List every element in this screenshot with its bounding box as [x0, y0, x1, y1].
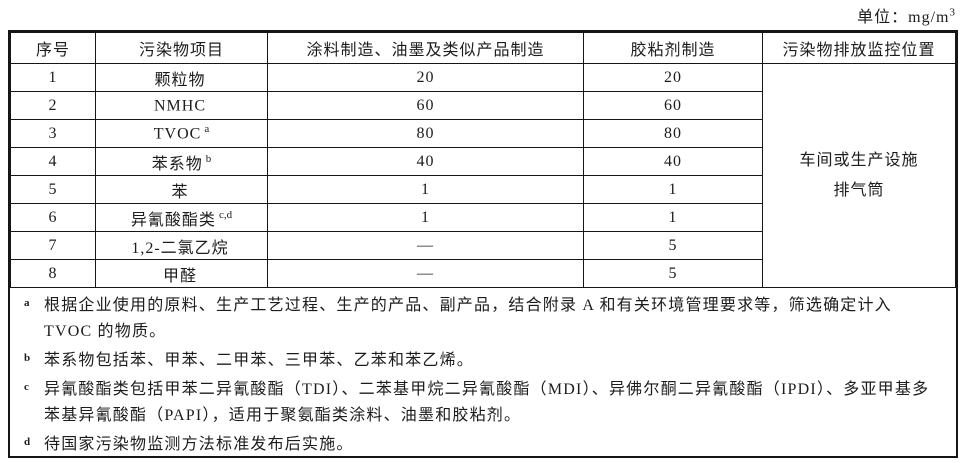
pollutant-label: 异氰酸酯类: [130, 211, 216, 229]
row-number: 6: [10, 203, 96, 232]
footnote-marker: a: [24, 297, 30, 309]
row-number: 8: [10, 259, 96, 288]
table-row: 1 颗粒物 20 20 车间或生产设施 排气筒: [10, 63, 956, 288]
footnote-marker: d: [24, 436, 31, 448]
pollutant-footnote-ref: c,d: [218, 209, 233, 222]
adhesive-limit: 80: [583, 119, 763, 148]
footnote-d: d 待国家污染物监测方法标准发布后实施。: [22, 432, 944, 458]
footnote-marker: c: [24, 381, 29, 393]
coating-limit: —: [267, 259, 584, 288]
coating-limit: 60: [267, 91, 584, 120]
footnote-a: a 根据企业使用的原料、生产工艺过程、生产的产品、副产品，结合附录 A 和有关环…: [22, 293, 944, 345]
coating-limit: 1: [267, 175, 584, 204]
footnote-text: 待国家污染物监测方法标准发布后实施。: [44, 436, 354, 453]
row-number: 1: [10, 63, 96, 92]
pollutant-footnote-ref: b: [205, 153, 212, 166]
footnote-marker: b: [24, 352, 31, 364]
pollutant-label: NMHC: [153, 97, 206, 115]
header-pollutant: 污染物项目: [95, 32, 268, 64]
table-row: 5 苯 1 1: [10, 175, 956, 204]
table-row: 4 苯系物 b 40 40: [10, 147, 956, 176]
adhesive-limit: 5: [583, 259, 763, 288]
table-row: 6 异氰酸酯类 c,d 1 1: [10, 203, 956, 232]
pollutant-label: 甲醛: [162, 267, 197, 285]
monitoring-location-line1: 车间或生产设施: [799, 151, 919, 169]
row-number: 3: [10, 119, 96, 148]
footnote-text: 根据企业使用的原料、生产工艺过程、生产的产品、副产品，结合附录 A 和有关环境管…: [44, 297, 892, 340]
pollutant-name: TVOC a: [95, 119, 268, 148]
pollutant-label: 苯系物: [151, 155, 203, 173]
footnote-text: 苯系物包括苯、甲苯、二甲苯、三甲苯、乙苯和苯乙烯。: [44, 352, 475, 369]
pollutant-label: 颗粒物: [154, 71, 206, 89]
footnote-c: c 异氰酸酯类包括甲苯二异氰酸酯（TDI）、二苯基甲烷二异氰酸酯（MDI）、异佛…: [22, 377, 944, 429]
pollutant-label: TVOC: [153, 125, 202, 143]
pollutant-name: 甲醛: [95, 259, 268, 288]
pollutant-name: 苯系物 b: [95, 147, 268, 176]
adhesive-limit: 60: [583, 91, 763, 120]
pollutant-name: 1,2-二氯乙烷: [95, 231, 268, 260]
adhesive-limit: 40: [583, 147, 763, 176]
unit-value: mg/m: [908, 9, 950, 26]
header-seq: 序号: [10, 32, 96, 64]
coating-limit: —: [267, 231, 584, 260]
footnote-text: 异氰酸酯类包括甲苯二异氰酸酯（TDI）、二苯基甲烷二异氰酸酯（MDI）、异佛尔酮…: [44, 381, 930, 424]
table-row: 7 1,2-二氯乙烷 — 5: [10, 231, 956, 260]
adhesive-limit: 1: [583, 175, 763, 204]
header-adhesive: 胶粘剂制造: [583, 32, 763, 64]
row-number: 7: [10, 231, 96, 260]
emission-limits-table: 序号 污染物项目 涂料制造、油墨及类似产品制造 胶粘剂制造 污染物排放监控位置 …: [10, 32, 956, 288]
pollutant-name: 异氰酸酯类 c,d: [95, 203, 268, 232]
adhesive-limit: 1: [583, 203, 763, 232]
unit-prefix: 单位：: [857, 9, 909, 26]
header-monitoring-location: 污染物排放监控位置: [762, 32, 956, 64]
row-number: 5: [10, 175, 96, 204]
adhesive-limit: 5: [583, 231, 763, 260]
pollutant-name: 颗粒物: [95, 63, 268, 92]
monitoring-location-cell: 车间或生产设施 排气筒: [762, 63, 956, 288]
header-coating-ink: 涂料制造、油墨及类似产品制造: [267, 32, 584, 64]
pollutant-label: 1,2-二氯乙烷: [131, 239, 229, 257]
pollutant-label: 苯: [171, 183, 189, 201]
monitoring-location-line2: 排气筒: [833, 181, 885, 199]
row-number: 2: [10, 91, 96, 120]
coating-limit: 1: [267, 203, 584, 232]
emission-limits-table-frame: 序号 污染物项目 涂料制造、油墨及类似产品制造 胶粘剂制造 污染物排放监控位置 …: [8, 30, 958, 458]
pollutant-name: NMHC: [95, 91, 268, 120]
adhesive-limit: 20: [583, 63, 763, 92]
table-row: 8 甲醛 — 5: [10, 259, 956, 288]
coating-limit: 80: [267, 119, 584, 148]
header-row: 序号 污染物项目 涂料制造、油墨及类似产品制造 胶粘剂制造 污染物排放监控位置: [10, 32, 956, 64]
pollutant-name: 苯: [95, 175, 268, 204]
footnotes-section: a 根据企业使用的原料、生产工艺过程、生产的产品、副产品，结合附录 A 和有关环…: [10, 288, 956, 458]
unit-superscript: 3: [949, 6, 956, 19]
pollutant-footnote-ref: a: [204, 123, 210, 136]
footnote-b: b 苯系物包括苯、甲苯、二甲苯、三甲苯、乙苯和苯乙烯。: [22, 348, 944, 374]
row-number: 4: [10, 147, 96, 176]
coating-limit: 20: [267, 63, 584, 92]
unit-label: 单位：mg/m3: [857, 3, 956, 27]
table-row: 3 TVOC a 80 80: [10, 119, 956, 148]
coating-limit: 40: [267, 147, 584, 176]
